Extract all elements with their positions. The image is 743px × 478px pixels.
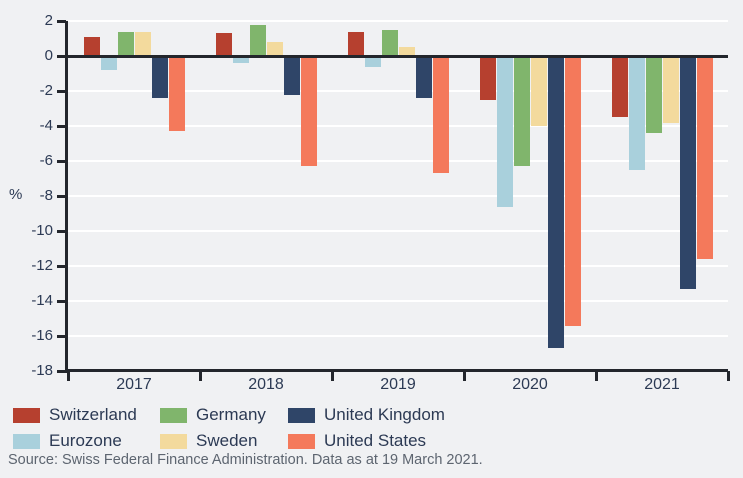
bar-switzerland-2017 bbox=[83, 36, 100, 56]
gridline--6 bbox=[68, 160, 728, 162]
x-tick-label-2019: 2019 bbox=[380, 376, 416, 393]
bar-germany-2018 bbox=[249, 24, 266, 56]
y-tick--14 bbox=[57, 299, 66, 303]
x-tick-2 bbox=[330, 371, 334, 381]
bar-germany-2019 bbox=[381, 29, 398, 56]
bar-sweden-2017 bbox=[134, 31, 151, 56]
gridline--2 bbox=[68, 90, 728, 92]
y-axis-line bbox=[65, 21, 68, 373]
y-tick--12 bbox=[57, 264, 66, 268]
gridline-2 bbox=[68, 20, 728, 22]
y-tick-label--14: -14 bbox=[31, 292, 53, 309]
gridline--4 bbox=[68, 125, 728, 127]
x-tick-label-2020: 2020 bbox=[512, 376, 548, 393]
y-tick-label--12: -12 bbox=[31, 257, 53, 274]
legend-label-germany: Germany bbox=[196, 405, 266, 424]
y-tick--8 bbox=[57, 194, 66, 198]
bar-germany-2020 bbox=[513, 56, 530, 167]
y-tick-label--16: -16 bbox=[31, 327, 53, 344]
legend-swatch-eurozone bbox=[13, 433, 40, 449]
legend-item-switzerland: Switzerland bbox=[13, 405, 137, 425]
x-axis-line bbox=[65, 369, 728, 372]
bar-eurozone-2017 bbox=[100, 56, 117, 70]
gridline--10 bbox=[68, 230, 728, 232]
legend-label-switzerland: Switzerland bbox=[49, 405, 137, 424]
legend-swatch-sweden bbox=[160, 433, 187, 449]
legend-swatch-switzerland bbox=[13, 407, 40, 423]
y-tick--16 bbox=[57, 334, 66, 338]
y-tick-label--10: -10 bbox=[31, 222, 53, 239]
x-tick-3 bbox=[462, 371, 466, 381]
legend-item-united-kingdom: United Kingdom bbox=[288, 405, 445, 425]
y-tick--4 bbox=[57, 124, 66, 128]
bar-eurozone-2021 bbox=[628, 56, 645, 170]
y-tick-label--18: -18 bbox=[31, 362, 53, 379]
y-tick-label--2: -2 bbox=[39, 82, 53, 99]
legend-label-united-states: United States bbox=[324, 431, 427, 450]
y-tick-label-0: 0 bbox=[44, 47, 53, 64]
legend-swatch-united-kingdom bbox=[288, 407, 315, 423]
gridline--8 bbox=[68, 195, 728, 197]
legend-item-sweden: Sweden bbox=[160, 431, 257, 451]
legend-swatch-united-states bbox=[288, 433, 315, 449]
bar-united-kingdom-2018 bbox=[283, 56, 300, 95]
y-tick--18 bbox=[57, 369, 66, 373]
plot-area bbox=[68, 20, 728, 371]
gridline--14 bbox=[68, 300, 728, 302]
legend-label-sweden: Sweden bbox=[196, 431, 258, 450]
bar-united-states-2017 bbox=[168, 56, 185, 132]
y-tick--2 bbox=[57, 89, 66, 93]
bar-sweden-2021 bbox=[662, 56, 679, 123]
bar-sweden-2019 bbox=[398, 47, 415, 56]
y-tick-label--4: -4 bbox=[39, 117, 53, 134]
x-tick-4 bbox=[594, 371, 598, 381]
bar-united-kingdom-2021 bbox=[679, 56, 696, 289]
bar-united-kingdom-2017 bbox=[151, 56, 168, 98]
zero-line bbox=[68, 54, 728, 58]
y-axis-unit-label: % bbox=[9, 186, 23, 203]
bar-sweden-2018 bbox=[266, 42, 283, 56]
bar-switzerland-2018 bbox=[215, 33, 232, 56]
y-tick-0 bbox=[57, 54, 66, 58]
bar-united-states-2019 bbox=[432, 56, 449, 174]
bar-switzerland-2020 bbox=[479, 56, 496, 100]
bar-united-states-2020 bbox=[564, 56, 581, 326]
bar-united-states-2018 bbox=[300, 56, 317, 167]
y-tick--10 bbox=[57, 229, 66, 233]
legend-item-united-states: United States bbox=[288, 431, 426, 451]
legend-item-eurozone: Eurozone bbox=[13, 431, 122, 451]
y-tick-2 bbox=[57, 19, 66, 23]
gridline--12 bbox=[68, 265, 728, 267]
y-tick-label--8: -8 bbox=[39, 187, 53, 204]
bar-united-states-2021 bbox=[696, 56, 713, 259]
source-note: Source: Swiss Federal Finance Administra… bbox=[8, 452, 483, 468]
bar-sweden-2020 bbox=[530, 56, 547, 126]
legend-label-eurozone: Eurozone bbox=[49, 431, 122, 450]
x-tick-label-2017: 2017 bbox=[116, 376, 152, 393]
bar-eurozone-2019 bbox=[364, 56, 381, 67]
x-tick-label-2018: 2018 bbox=[248, 376, 284, 393]
x-tick-label-2021: 2021 bbox=[644, 376, 680, 393]
x-tick-0 bbox=[66, 371, 70, 381]
legend-label-united-kingdom: United Kingdom bbox=[324, 405, 445, 424]
x-tick-5 bbox=[726, 371, 730, 381]
legend-item-germany: Germany bbox=[160, 405, 266, 425]
bar-switzerland-2019 bbox=[347, 31, 364, 56]
bar-united-kingdom-2020 bbox=[547, 56, 564, 349]
bar-germany-2021 bbox=[645, 56, 662, 133]
bar-germany-2017 bbox=[117, 31, 134, 56]
y-tick-label-2: 2 bbox=[44, 12, 53, 29]
legend-swatch-germany bbox=[160, 407, 187, 423]
bar-eurozone-2018 bbox=[232, 56, 249, 63]
y-tick-label--6: -6 bbox=[39, 152, 53, 169]
x-tick-1 bbox=[198, 371, 202, 381]
y-tick--6 bbox=[57, 159, 66, 163]
bar-united-kingdom-2019 bbox=[415, 56, 432, 98]
bar-eurozone-2020 bbox=[496, 56, 513, 207]
bar-switzerland-2021 bbox=[611, 56, 628, 118]
gridline--16 bbox=[68, 335, 728, 337]
